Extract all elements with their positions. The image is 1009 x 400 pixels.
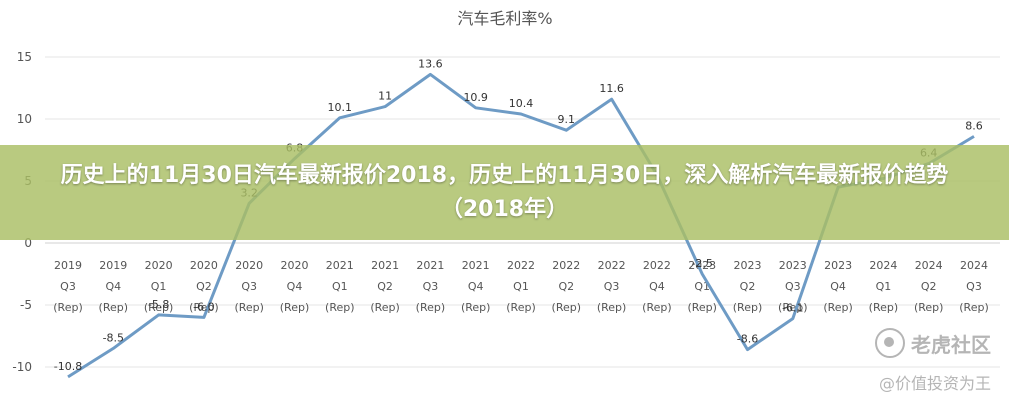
headline-text: 历史上的11月30日汽车最新报价2018，历史上的11月30日，深入解析汽车最新…	[60, 162, 949, 222]
y-tick-label: 10	[17, 112, 32, 126]
x-tick-label: 2021 Q2 (Rep)	[370, 259, 399, 314]
community-logo-icon	[875, 328, 905, 358]
watermark-primary: 老虎社区	[875, 328, 991, 358]
watermark-primary-text: 老虎社区	[911, 332, 991, 357]
data-label: 11	[378, 90, 392, 103]
x-tick-label: 2023 Q2 (Rep)	[733, 259, 762, 314]
x-tick-label: 2021 Q3 (Rep)	[416, 259, 445, 314]
x-tick-label: 2024 Q1 (Rep)	[869, 259, 898, 314]
watermark-secondary: @价值投资为王	[878, 374, 991, 393]
data-label: -8.5	[103, 331, 124, 344]
data-label: 10.1	[328, 101, 353, 114]
x-tick-label: 2024 Q3 (Rep)	[959, 259, 988, 314]
x-tick-label: 2020 Q4 (Rep)	[280, 259, 309, 314]
x-tick-label: 2022 Q4 (Rep)	[642, 259, 671, 314]
data-label: 13.6	[418, 57, 443, 70]
x-tick-label: 2022 Q2 (Rep)	[552, 259, 581, 314]
headline-banner: 历史上的11月30日汽车最新报价2018，历史上的11月30日，深入解析汽车最新…	[0, 145, 1009, 240]
x-tick-label: 2023 Q3 (Rep)	[778, 259, 807, 314]
x-tick-label: 2022 Q1 (Rep)	[506, 259, 535, 314]
y-tick-label: 15	[17, 50, 32, 64]
data-label: 9.1	[558, 113, 576, 126]
x-tick-label: 2020 Q2 (Rep)	[189, 259, 218, 314]
x-tick-label: 2020 Q3 (Rep)	[234, 259, 263, 314]
data-label: 10.4	[509, 97, 534, 110]
x-tick-label: 2020 Q1 (Rep)	[144, 259, 173, 314]
data-label: -2.5	[691, 257, 712, 270]
x-tick-label: 2023 Q4 (Rep)	[823, 259, 852, 314]
data-label: -6.0	[193, 300, 214, 313]
x-tick-label: 2024 Q2 (Rep)	[914, 259, 943, 314]
data-label: 10.9	[463, 91, 488, 104]
x-tick-label: 2021 Q1 (Rep)	[325, 259, 354, 314]
y-tick-label: -10	[12, 360, 32, 374]
data-label: 8.6	[965, 119, 983, 132]
y-tick-label: 0	[24, 236, 32, 250]
x-axis-ticks: 2019 Q3 (Rep) 2019 Q4 (Rep) 2020 Q1 (Rep) 2020 Q2(…	[53, 259, 988, 314]
x-tick-label: 2022 Q3 (Rep)	[597, 259, 626, 314]
data-label: 11.6	[599, 82, 624, 95]
data-label: -5.8	[148, 298, 169, 311]
data-label: -10.8	[54, 360, 82, 373]
chart-title: 汽车毛利率%	[457, 9, 552, 28]
x-tick-label: 2019 Q4 (Rep)	[99, 259, 128, 314]
data-label: -6.1	[782, 302, 803, 315]
x-tick-label: 2021 Q4 (Rep)	[461, 259, 490, 314]
data-label: -8.6	[737, 333, 758, 346]
x-tick-label: 2019 Q3 (Rep)	[53, 259, 82, 314]
y-tick-label: -5	[20, 298, 32, 312]
